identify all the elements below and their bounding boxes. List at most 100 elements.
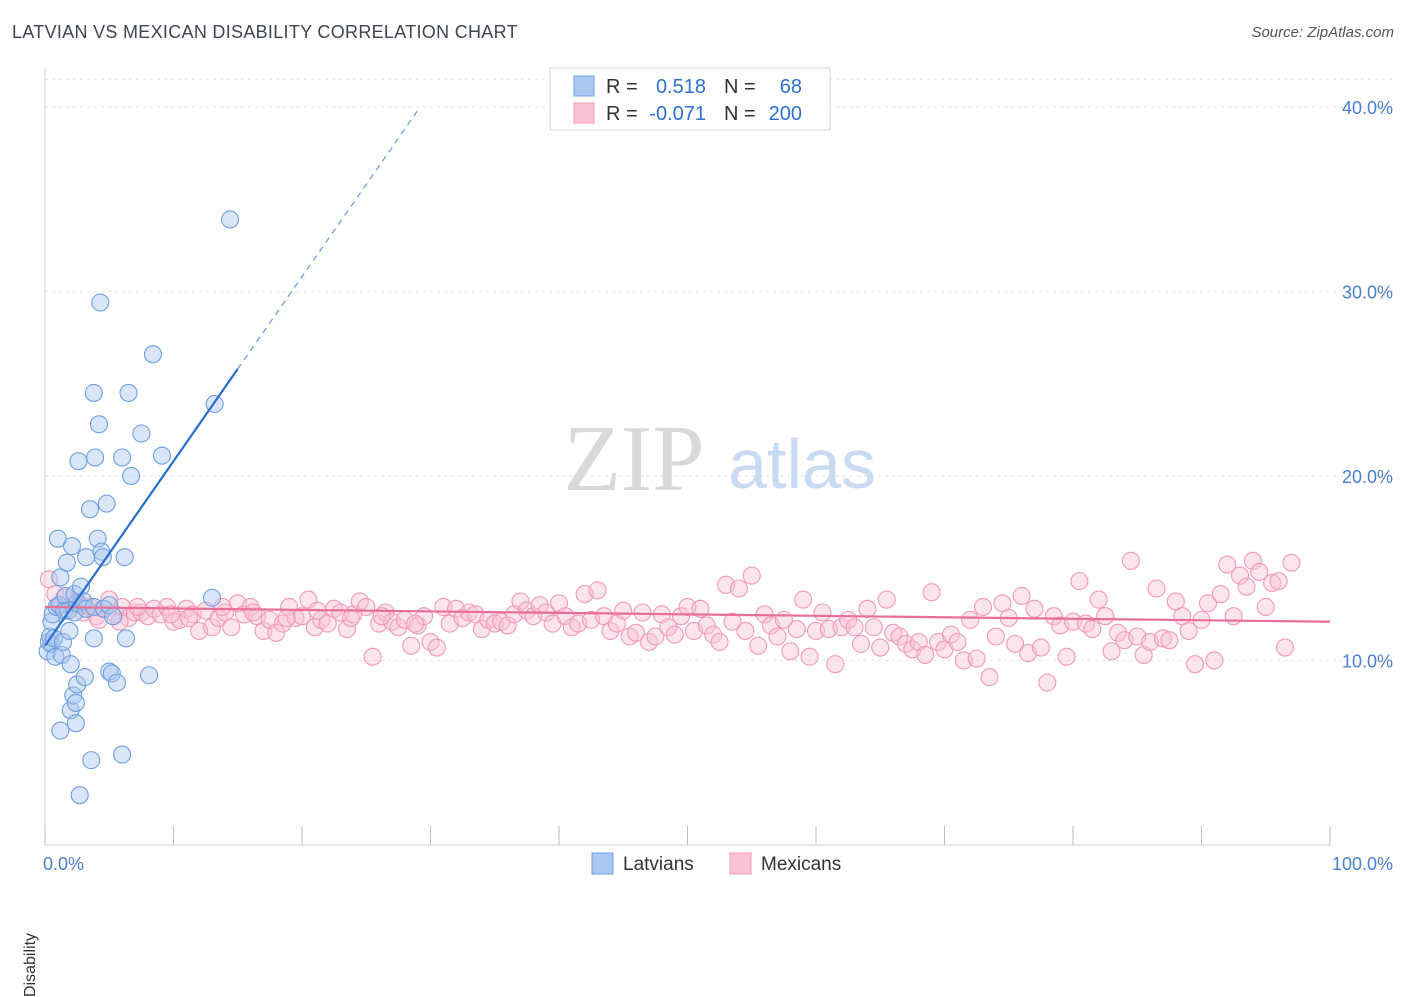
mexicans-point	[941, 625, 960, 644]
latvians-point	[84, 629, 103, 648]
mexicans-point	[787, 620, 806, 639]
mexicans-point	[277, 608, 296, 628]
scatter-chart: ZIP atlas 10.0% 20.0% 30.0% 40.0% 0.0% 100.0…	[38, 67, 1395, 875]
mexicans-point	[800, 647, 819, 666]
mexicans-point	[832, 618, 851, 637]
mexicans-point	[742, 566, 761, 585]
mexicans-point	[1198, 594, 1217, 613]
mexicans-point	[1205, 651, 1224, 670]
mexicans-point	[357, 597, 376, 617]
y-tick-label-2: 30.0%	[1342, 282, 1393, 302]
legend-n-value-2: 200	[769, 103, 802, 125]
mexicans-point	[659, 618, 678, 637]
mexicans-point	[1147, 579, 1166, 598]
mexicans-point	[627, 623, 646, 642]
mexicans-point	[267, 623, 286, 642]
bottom-legend-mexicans: Mexicans	[761, 854, 841, 875]
mexicans-point	[813, 603, 832, 622]
mexicans-point	[408, 616, 427, 635]
latvians-trend-line	[44, 368, 239, 647]
mexicans-trend-line	[44, 605, 1331, 623]
legend-r-label-2: R =	[606, 103, 638, 125]
mexicans-point	[1044, 607, 1063, 626]
mexicans-point	[665, 625, 684, 644]
latvians-point	[89, 415, 109, 434]
latvians-point	[203, 588, 222, 607]
mexicans-point	[973, 597, 993, 617]
mexicans-point	[916, 645, 935, 664]
latvians-point	[113, 448, 132, 467]
x-tick-label-1: 100.0%	[1332, 854, 1393, 874]
axes	[44, 68, 1331, 846]
mexicans-point	[845, 618, 864, 637]
mexicans-point	[1243, 551, 1262, 570]
y-tick-labels: 10.0% 20.0% 30.0% 40.0%	[1342, 98, 1393, 672]
latvians-point	[48, 529, 67, 548]
mexicans-point	[1153, 629, 1172, 648]
mexicans-point	[402, 636, 421, 655]
latvians-point	[60, 621, 79, 641]
correlation-legend: R = 0.518 N = 68 R = -0.071 N = 200	[549, 67, 831, 131]
mexicans-point	[729, 579, 748, 598]
latvians-point	[44, 629, 64, 648]
mexicans-point	[1038, 673, 1057, 692]
mexicans-point	[614, 601, 633, 620]
mexicans-point	[588, 581, 607, 600]
latvians-point	[57, 553, 76, 572]
bottom-legend-swatch-latvians	[591, 852, 614, 875]
mexicans-point	[749, 636, 768, 655]
mexicans-point	[222, 618, 241, 637]
x-tick-label-0: 0.0%	[43, 854, 84, 874]
mexicans-point	[794, 590, 813, 609]
latvians-point	[220, 210, 240, 229]
latvians-point	[75, 668, 94, 687]
latvians-point	[91, 293, 110, 312]
latvians-point	[61, 655, 80, 674]
mexicans-point	[1089, 590, 1108, 609]
latvians-point	[122, 466, 141, 486]
mexicans-point	[1025, 599, 1044, 618]
latvians-point	[86, 448, 105, 467]
mexicans-point	[826, 655, 845, 674]
latvians-point	[119, 383, 138, 402]
mexicans-point	[498, 616, 517, 635]
y-tick-label-3: 40.0%	[1342, 98, 1393, 118]
latvians-point	[69, 452, 88, 471]
mexicans-point	[922, 583, 941, 602]
mexicans-point	[1031, 638, 1050, 657]
legend-r-value-1: 0.518	[656, 76, 706, 98]
mexicans-point	[864, 618, 883, 637]
latvians-trend-extension	[237, 110, 419, 370]
latvians-point	[140, 666, 159, 685]
y-tick-label-1: 20.0%	[1342, 467, 1393, 487]
mexicans-point	[1186, 655, 1205, 674]
mexicans-point	[1218, 555, 1237, 574]
mexicans-point	[986, 627, 1005, 646]
latvians-point	[82, 751, 101, 770]
mexicans-point	[691, 599, 710, 618]
mexicans-point	[1224, 607, 1243, 626]
latvians-points	[38, 210, 240, 805]
mexicans-point	[427, 638, 446, 657]
mexicans-point	[948, 632, 967, 652]
latvians-point	[62, 537, 82, 556]
watermark-atlas: atlas	[728, 425, 876, 503]
mexicans-point	[1012, 586, 1031, 605]
mexicans-point	[1108, 623, 1128, 642]
legend-n-label-1: N =	[724, 76, 756, 98]
mexicans-point	[1237, 577, 1256, 596]
latvians-point	[93, 548, 112, 567]
mexicans-point	[1070, 572, 1089, 591]
mexicans-point	[1096, 607, 1115, 626]
mexicans-point	[1256, 597, 1275, 617]
latvians-point	[84, 383, 103, 402]
source-label: Source: ZipAtlas.com	[1251, 24, 1394, 41]
mexicans-point	[877, 590, 896, 609]
mexicans-point	[1179, 621, 1198, 641]
mexicans-point	[723, 612, 742, 631]
latvians-point	[97, 494, 116, 513]
latvians-point	[53, 632, 73, 652]
latvians-point	[152, 446, 171, 465]
mexicans-point	[1263, 573, 1282, 593]
mexicans-point	[179, 608, 198, 628]
